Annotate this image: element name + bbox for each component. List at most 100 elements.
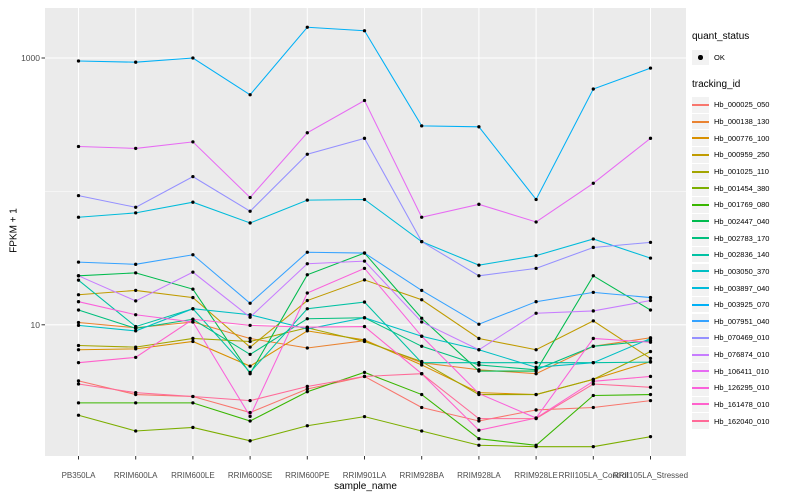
data-point bbox=[248, 419, 252, 423]
legend-key-swatch bbox=[692, 147, 709, 163]
y-axis-title: FPKM + 1 bbox=[8, 208, 20, 253]
data-point bbox=[591, 237, 595, 241]
x-tick-label-RRII105LA_Control: RRII105LA_Control bbox=[558, 471, 628, 480]
data-point bbox=[305, 273, 309, 277]
legend-item-label: Hb_002783_170 bbox=[714, 233, 770, 243]
legend-item-label: Hb_000138_130 bbox=[714, 117, 770, 127]
plot-panel-background bbox=[45, 8, 686, 456]
legend-item-label: Hb_000776_100 bbox=[714, 133, 770, 143]
legend-item-label: Hb_162040_010 bbox=[714, 416, 770, 426]
x-tick-label-RRIM600SE: RRIM600SE bbox=[227, 471, 273, 480]
data-point bbox=[134, 329, 138, 333]
data-point bbox=[362, 339, 367, 344]
data-point bbox=[248, 323, 252, 328]
data-point bbox=[76, 278, 81, 282]
legend-line-icon bbox=[692, 253, 709, 256]
data-point bbox=[76, 215, 81, 219]
data-point bbox=[191, 56, 195, 60]
data-point bbox=[134, 211, 138, 215]
data-point bbox=[534, 361, 538, 365]
data-point bbox=[248, 221, 252, 225]
data-point bbox=[134, 401, 138, 405]
data-point bbox=[305, 317, 309, 321]
legend-key-swatch bbox=[692, 296, 709, 313]
data-point bbox=[248, 370, 252, 375]
legend-item-label: Hb_002447_040 bbox=[714, 216, 770, 226]
legend-key-swatch bbox=[692, 163, 709, 180]
data-point bbox=[362, 29, 367, 33]
data-point bbox=[591, 393, 595, 398]
legend-item-Hb_126295_010: Hb_126295_010 bbox=[692, 380, 798, 397]
data-point bbox=[420, 344, 424, 348]
legend-item-Hb_003925_070: Hb_003925_070 bbox=[692, 296, 798, 313]
legend-key-swatch bbox=[692, 313, 709, 330]
data-point bbox=[76, 59, 81, 63]
data-point bbox=[191, 394, 195, 399]
legend-item-Hb_002783_170: Hb_002783_170 bbox=[692, 230, 798, 247]
data-point bbox=[477, 322, 481, 326]
data-point bbox=[134, 205, 138, 209]
legend-item-Hb_000959_250: Hb_000959_250 bbox=[692, 147, 798, 164]
data-point bbox=[305, 325, 309, 329]
x-tick-label-RRII105LA_Stressed: RRII105LA_Stressed bbox=[612, 471, 689, 480]
x-axis-title: sample_name bbox=[334, 481, 397, 492]
data-point bbox=[191, 336, 195, 341]
data-point bbox=[134, 391, 138, 395]
data-point bbox=[76, 320, 81, 325]
data-point bbox=[191, 317, 195, 321]
data-point bbox=[305, 25, 309, 29]
data-point bbox=[248, 313, 252, 317]
data-point bbox=[248, 195, 252, 200]
data-point bbox=[248, 315, 252, 319]
data-point bbox=[420, 240, 424, 244]
legend-key-swatch bbox=[692, 180, 709, 196]
legend-item-Hb_070469_010: Hb_070469_010 bbox=[692, 330, 798, 347]
data-point bbox=[191, 320, 195, 324]
legend-item-Hb_000025_050: Hb_000025_050 bbox=[692, 97, 798, 114]
legend-line-icon bbox=[692, 320, 709, 323]
data-point bbox=[76, 260, 81, 264]
data-point bbox=[191, 253, 195, 257]
data-point bbox=[648, 374, 653, 379]
data-point bbox=[191, 140, 195, 144]
data-point bbox=[305, 198, 309, 202]
data-point bbox=[305, 307, 309, 311]
legend-key-swatch bbox=[692, 346, 709, 363]
data-point bbox=[591, 245, 595, 250]
data-point bbox=[648, 360, 653, 364]
x-tick-label-RRIM600PE: RRIM600PE bbox=[285, 471, 330, 480]
data-point bbox=[534, 365, 538, 369]
legend-item-label: Hb_076874_010 bbox=[714, 350, 770, 360]
legend-item-label: Hb_106411_010 bbox=[714, 366, 769, 376]
data-point bbox=[534, 348, 538, 352]
data-point bbox=[134, 299, 138, 303]
x-tick-label-RRIM928LE: RRIM928LE bbox=[514, 471, 558, 480]
legend-line-icon bbox=[692, 353, 709, 356]
legend-item-label: Hb_002836_140 bbox=[714, 250, 770, 260]
legend-line-icon bbox=[692, 170, 709, 173]
data-point bbox=[248, 93, 252, 97]
data-point bbox=[76, 361, 81, 365]
data-point bbox=[76, 379, 81, 383]
data-point bbox=[534, 443, 538, 447]
legend-item-ok: OK bbox=[692, 49, 798, 66]
data-point bbox=[305, 390, 309, 394]
legend-item-label: Hb_000025_050 bbox=[714, 100, 770, 110]
data-point bbox=[534, 197, 538, 202]
data-point bbox=[191, 200, 195, 204]
data-point bbox=[362, 251, 367, 255]
data-point bbox=[477, 361, 481, 365]
data-point bbox=[591, 405, 595, 410]
data-point bbox=[477, 348, 481, 352]
data-point bbox=[648, 340, 653, 344]
data-point bbox=[134, 313, 138, 317]
data-point bbox=[477, 363, 481, 367]
data-point bbox=[76, 382, 81, 386]
legend-key-swatch bbox=[692, 130, 709, 146]
legend-key-swatch bbox=[692, 330, 709, 346]
data-point bbox=[534, 372, 538, 376]
legend-item-Hb_003050_370: Hb_003050_370 bbox=[692, 263, 798, 280]
data-point bbox=[534, 408, 538, 412]
legend-item-Hb_161478_010: Hb_161478_010 bbox=[692, 396, 798, 413]
legend-item-Hb_000138_130: Hb_000138_130 bbox=[692, 113, 798, 130]
